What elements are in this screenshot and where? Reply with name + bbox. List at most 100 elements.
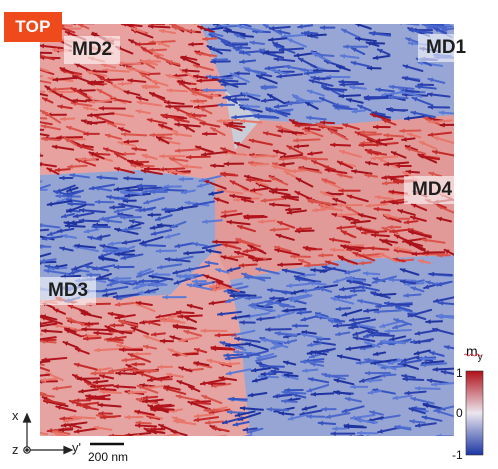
arrow-head [331,431,336,436]
arrow-head [315,76,320,81]
arrow-head [272,164,278,170]
arrow-head [260,363,265,369]
arrow-head [333,197,339,203]
arrow-head [184,316,190,321]
arrow-head [380,372,386,378]
arrow-head [375,137,381,143]
arrow-head [77,144,83,150]
arrow-head [372,110,378,116]
arrow-head [52,431,58,436]
arrow-head [366,378,372,384]
arrow-head [150,225,156,231]
arrow-head [265,327,271,332]
arrow-head [346,97,352,103]
arrow-head [83,105,89,111]
arrow-head [239,59,245,65]
arrow-head [365,370,370,376]
arrow-head [78,24,84,29]
arrow-head [157,222,163,228]
arrow-head [364,94,369,100]
arrow-head [240,405,246,411]
arrow-head [261,85,267,91]
arrow-head [394,234,400,240]
arrow-head [89,151,95,157]
arrow-head [243,103,249,109]
arrow-head [324,165,330,170]
arrow-head [98,76,104,81]
arrow-head [177,380,183,385]
arrow-head [404,115,410,121]
arrow-head [275,313,281,319]
arrow-head [114,208,120,214]
arrow-head [282,389,288,395]
arrow-head [273,149,279,155]
arrow-head [296,178,302,183]
arrow-shaft [40,252,52,258]
arrow-head [275,248,280,253]
arrow-head [305,126,310,132]
arrow-head [104,218,110,224]
arrow-head [188,401,194,406]
arrow-head [114,384,119,389]
arrow-head [204,274,210,280]
arrow-head [211,59,216,65]
arrow-head [203,87,208,93]
arrow-head [358,213,364,218]
arrow-head [137,183,142,189]
arrow-head [135,409,141,415]
arrow-head [219,78,225,83]
arrow-head [227,267,233,273]
arrow-head [40,258,46,264]
arrow-head [236,239,242,245]
arrow-head [423,402,429,408]
arrow-head [99,255,104,261]
arrow-head [418,259,424,264]
arrow-head [131,326,137,332]
arrow-head [175,148,181,154]
arrow-head [415,423,421,428]
arrow-head [47,428,53,433]
arrow-head [302,128,308,133]
arrow-head [114,166,120,172]
arrow-head [378,428,383,434]
arrow-head [235,336,240,342]
axis-label-y: y' [72,440,81,455]
arrow-head [172,416,178,422]
arrow-head [97,89,103,94]
arrow-head [376,87,381,93]
arrow-head [301,332,306,338]
arrow-head [194,281,199,287]
arrow-head [307,387,313,393]
arrow-head [210,46,215,52]
arrow-head [119,319,125,325]
arrow-head [94,330,99,336]
arrow-head [140,240,146,245]
arrow-head [41,136,47,142]
arrow-head [346,346,352,351]
arrow-head [81,119,87,124]
arrow-head [249,138,255,144]
arrow-head [242,272,247,278]
arrow-head [264,49,269,55]
arrow-head [52,47,58,53]
arrow-head [119,347,125,353]
arrow-head [289,119,295,124]
arrow-head [215,24,217,25]
arrow-head [433,298,439,304]
arrow-head [244,174,250,180]
arrow-head [408,312,414,318]
arrow-shaft [40,121,53,126]
arrow-head [311,391,316,397]
arrow-head [221,255,227,260]
arrow-head [355,36,361,42]
arrow-head [60,116,66,122]
arrow-head [83,336,89,341]
arrow-head [209,300,215,306]
arrow-head [263,24,269,29]
arrow-head [351,384,356,390]
arrow-head [245,67,251,73]
arrow-head [359,378,365,383]
arrow-head [269,202,275,208]
arrow-head [390,228,395,234]
arrow-head [382,180,388,186]
